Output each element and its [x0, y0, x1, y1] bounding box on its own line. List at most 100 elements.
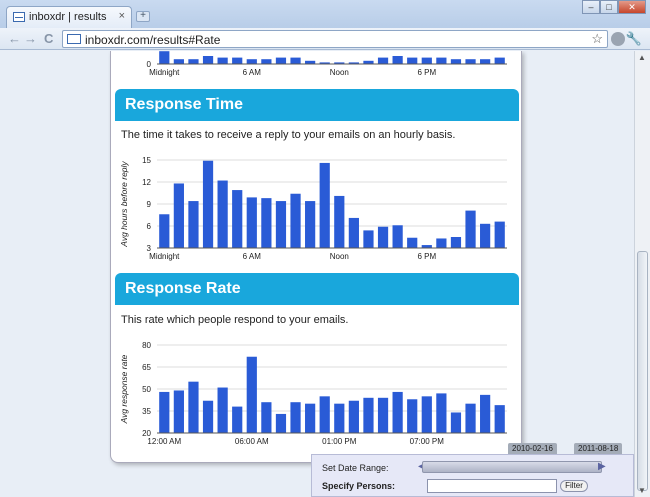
slider-left-handle-icon[interactable]: ◀ [418, 461, 426, 472]
bar [450, 412, 462, 433]
bar [494, 405, 505, 433]
bar [217, 180, 228, 248]
bar [305, 201, 316, 248]
scroll-thumb[interactable] [637, 251, 648, 491]
bar [348, 217, 359, 248]
bar [202, 400, 214, 433]
bar [246, 59, 257, 64]
bar [261, 402, 272, 433]
bar [494, 57, 505, 64]
address-bar[interactable]: inboxdr.com/results#Rate ☆ [62, 30, 608, 48]
bar [275, 57, 287, 64]
forward-icon[interactable]: → [24, 31, 37, 46]
bookmark-star-icon[interactable]: ☆ [591, 31, 603, 46]
x-tick-label: 06:00 AM [235, 437, 269, 446]
x-tick-label: Midnight [149, 252, 180, 261]
bar [392, 225, 403, 248]
bar [465, 210, 476, 248]
response-rate-description: This rate which people respond to your e… [121, 314, 349, 326]
persons-label: Specify Persons: [322, 481, 396, 491]
bar [159, 51, 170, 64]
bar [363, 397, 374, 433]
y-tick-label: 65 [142, 363, 151, 372]
filter-panel: 2010-02-16 2011-08-18 Set Date Range: ◀ … [311, 443, 634, 497]
slider-right-handle-icon[interactable]: ▶ [598, 461, 606, 472]
bar [217, 57, 228, 64]
bar [261, 59, 272, 64]
bar [159, 214, 170, 248]
back-icon[interactable]: ← [8, 31, 21, 46]
x-tick-label: 01:00 PM [322, 437, 357, 446]
bar [159, 391, 170, 433]
wrench-icon[interactable]: 🔧 [625, 31, 642, 46]
bar [377, 397, 389, 433]
x-tick-label: 6 PM [417, 68, 436, 77]
bar [232, 190, 243, 248]
bar [188, 59, 199, 64]
bar [290, 57, 301, 64]
date-end-tag: 2011-08-18 [574, 443, 623, 454]
filter-button[interactable]: Filter [560, 480, 588, 492]
scroll-down-icon[interactable]: ▼ [638, 486, 646, 495]
tab-title: inboxdr | results [29, 11, 107, 23]
bar [450, 59, 462, 64]
y-tick-label: 12 [142, 178, 151, 187]
bar [480, 394, 491, 433]
minimize-button[interactable]: – [582, 0, 600, 14]
bar [377, 57, 389, 64]
page-viewport: 0 Midnight 6 AM Noon 6 PM Response Time The … [0, 51, 634, 497]
bar [319, 162, 330, 248]
extension-icon[interactable] [611, 32, 625, 46]
tab-close-icon[interactable]: × [118, 10, 125, 22]
bar [348, 400, 359, 433]
x-tick-label: 12:00 AM [147, 437, 181, 446]
y-tick-label: 35 [142, 407, 151, 416]
y-tick-label: 20 [142, 429, 151, 438]
date-range-slider[interactable] [422, 461, 602, 473]
bar [305, 403, 316, 433]
bar [436, 393, 447, 433]
bar [261, 198, 272, 248]
response-rate-header: Response Rate [115, 273, 519, 305]
bar [407, 237, 418, 248]
vertical-scrollbar[interactable]: ▲ ▼ [634, 51, 650, 497]
bar [450, 237, 462, 248]
date-range-label: Set Date Range: [322, 463, 389, 473]
bar [363, 230, 374, 248]
x-tick-label: 6 AM [243, 252, 262, 261]
top-hourly-chart: 0 Midnight 6 AM Noon 6 PM [111, 51, 523, 79]
bar [334, 62, 345, 64]
bar [290, 402, 301, 433]
bar [334, 195, 345, 248]
bar [246, 356, 257, 433]
y-tick-label: 6 [147, 222, 152, 231]
bar [188, 381, 199, 433]
bar [363, 60, 374, 64]
date-start-tag: 2010-02-16 [508, 443, 557, 454]
persons-input[interactable] [427, 479, 557, 493]
bar [348, 62, 359, 64]
window-controls: – □ ✕ [582, 0, 646, 14]
bar [232, 406, 243, 433]
y-tick-label: 15 [142, 156, 151, 165]
bar [494, 221, 505, 248]
bar [465, 59, 476, 64]
bar [173, 59, 184, 64]
bar [232, 57, 243, 64]
new-tab-button[interactable]: + [136, 11, 150, 22]
bar [407, 399, 418, 433]
window-titlebar: inboxdr | results × + – □ ✕ [0, 0, 650, 28]
scroll-up-icon[interactable]: ▲ [638, 53, 646, 62]
response-rate-chart: 20 35 50 65 80 Avg response rate 12:00 AM 06:00… [111, 337, 523, 452]
maximize-button[interactable]: □ [600, 0, 618, 14]
bar [436, 57, 447, 64]
reload-icon[interactable]: C [44, 31, 54, 46]
x-tick-label: 6 PM [417, 252, 436, 261]
bar [392, 56, 403, 64]
close-button[interactable]: ✕ [618, 0, 646, 14]
y-tick-label: 3 [147, 244, 152, 253]
tab-inboxdr-results[interactable]: inboxdr | results × [6, 6, 132, 28]
bar [334, 403, 345, 433]
bar [421, 57, 432, 64]
y-tick-label: 0 [147, 60, 152, 69]
